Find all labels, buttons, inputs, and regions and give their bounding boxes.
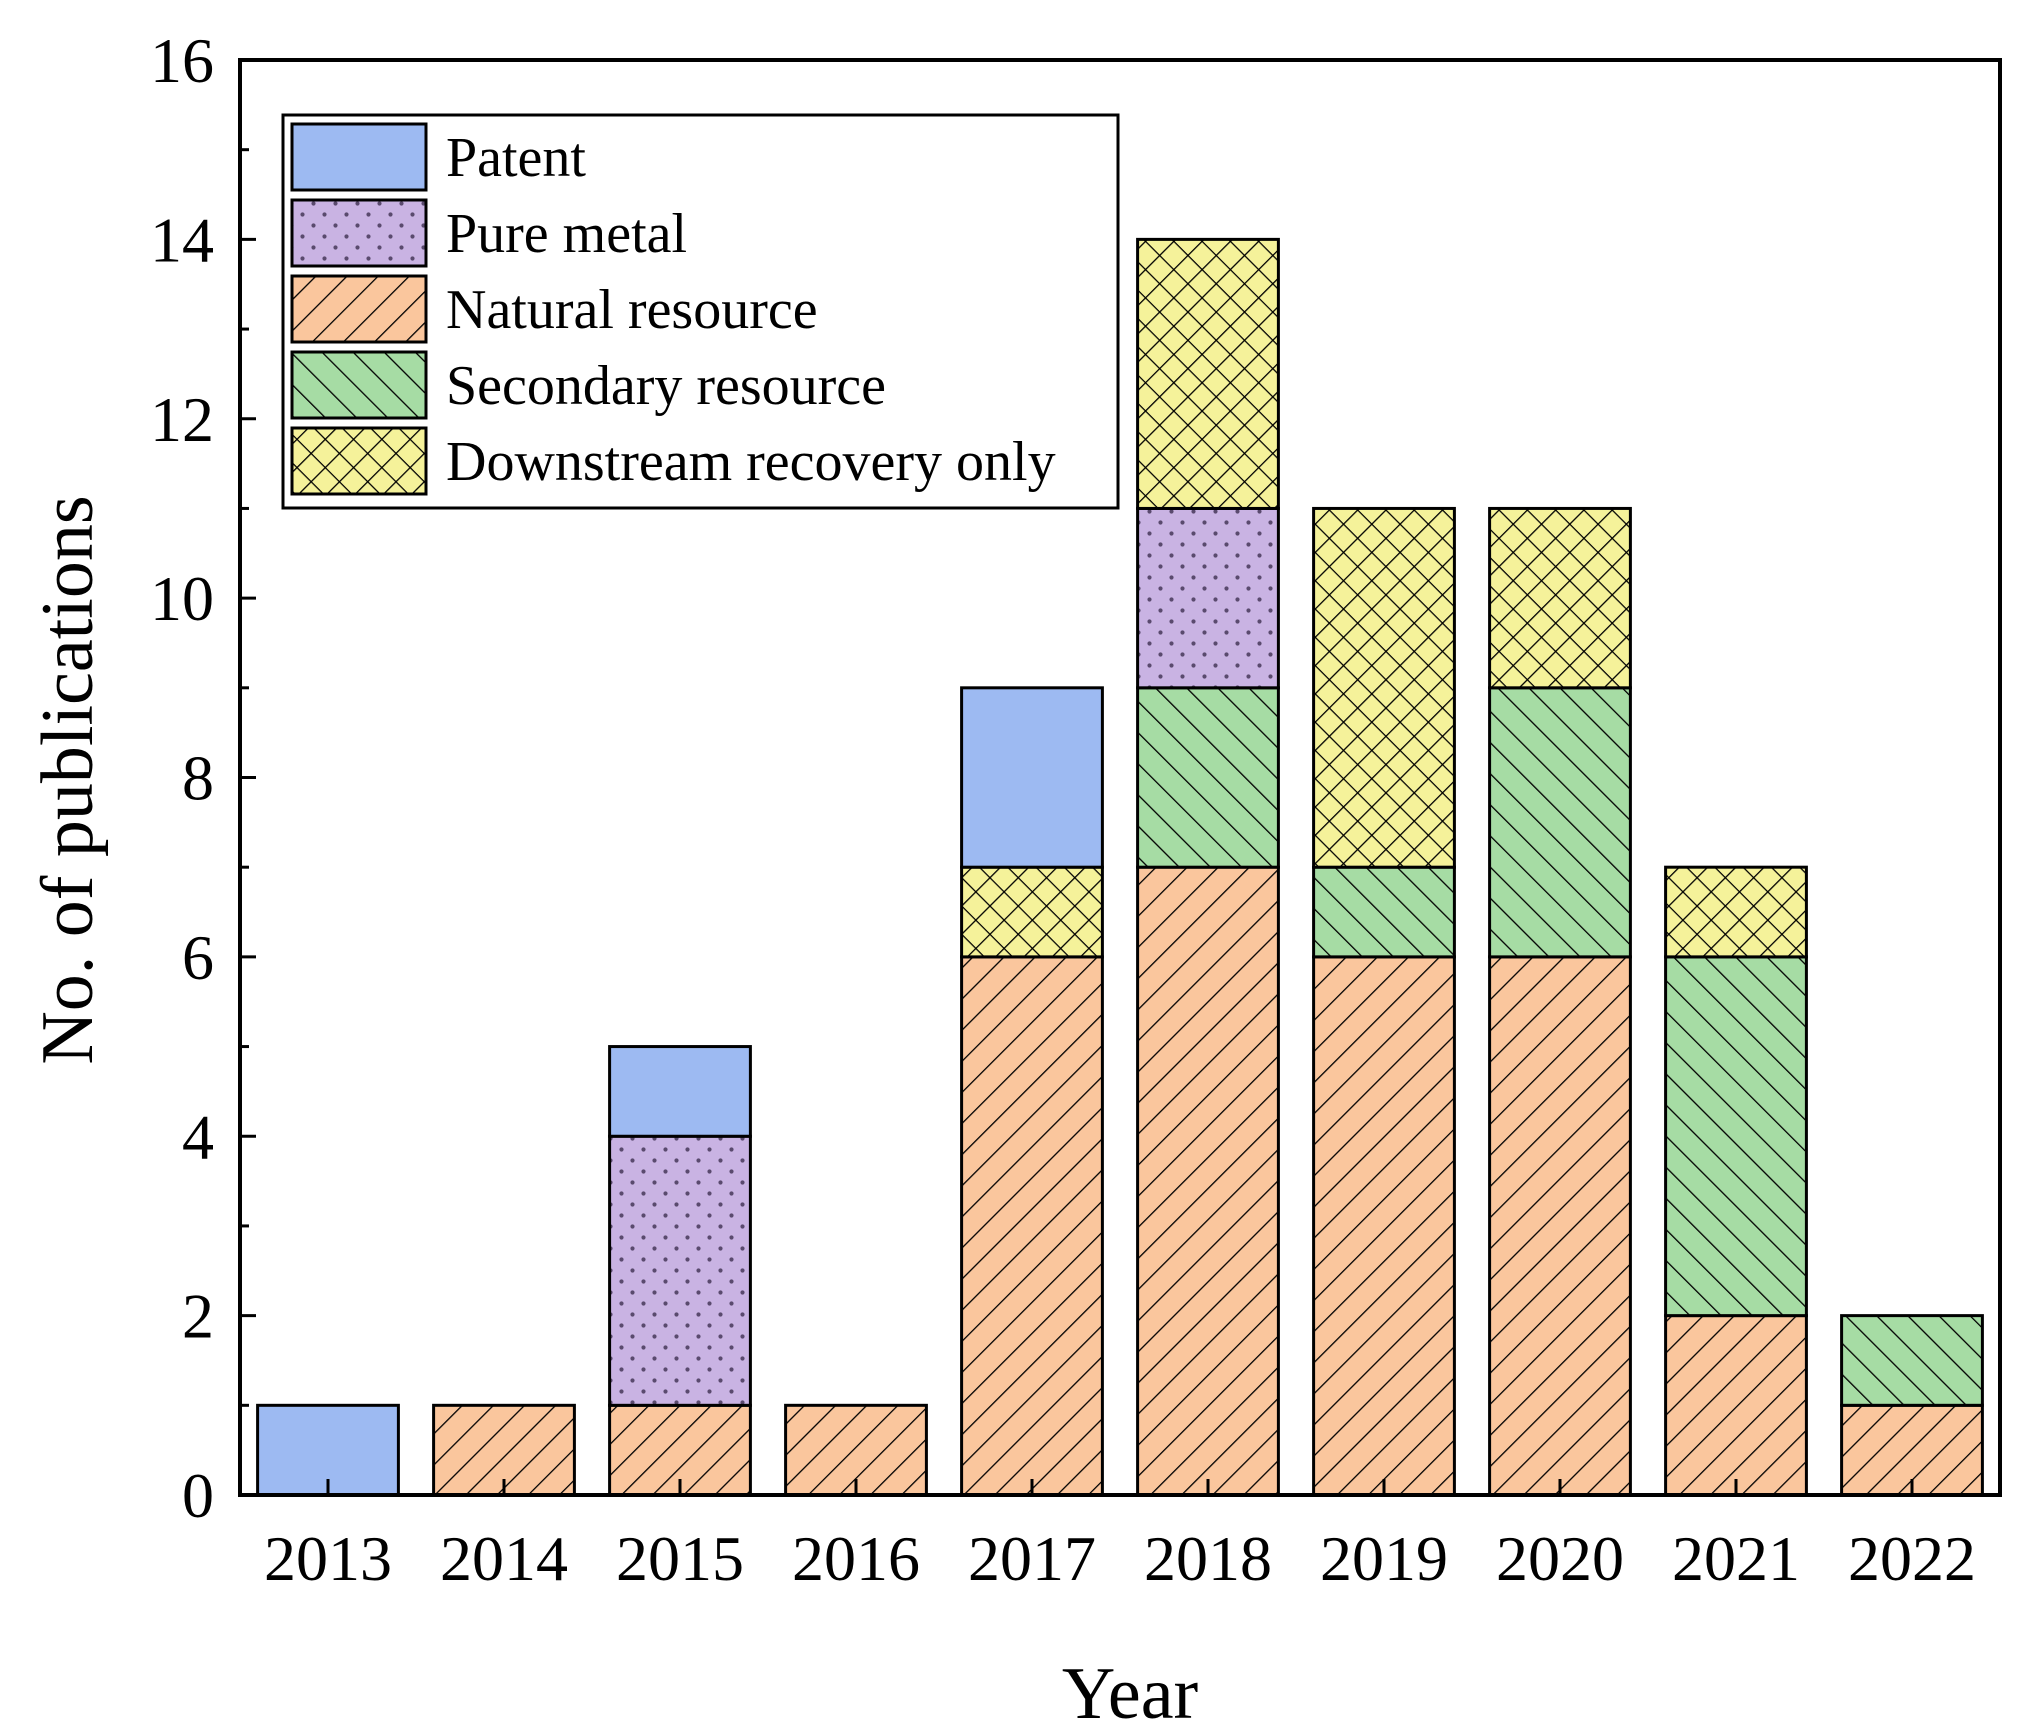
- legend-label-downstream: Downstream recovery only: [446, 431, 1056, 493]
- bar-secondary-2021: [1664, 955, 1808, 1318]
- bar-natural-2021: [1664, 1314, 1808, 1497]
- y-tick-label-6: 6: [182, 922, 214, 993]
- bar-natural-2020: [1488, 955, 1632, 1497]
- x-tick-label-2018: 2018: [1144, 1523, 1272, 1594]
- legend-label-pure: Pure metal: [446, 203, 687, 265]
- x-tick-label-2014: 2014: [440, 1523, 568, 1594]
- bar-downstream-2019: [1312, 506, 1456, 869]
- bar-patent-2015: [608, 1045, 752, 1138]
- x-axis-title: Year: [1062, 1653, 1198, 1735]
- x-tick-label-2020: 2020: [1496, 1523, 1624, 1594]
- plot-frame: [238, 58, 2002, 1497]
- y-tick-label-2: 2: [182, 1281, 214, 1352]
- bar-downstream-2017: [960, 865, 1104, 959]
- bar-patent-2017: [960, 686, 1104, 869]
- x-tick-label-2013: 2013: [264, 1523, 392, 1594]
- bar-secondary-2019: [1312, 865, 1456, 959]
- legend-swatch-patent: [290, 122, 428, 192]
- bar-downstream-2021: [1664, 865, 1808, 959]
- bar-natural-2019: [1312, 955, 1456, 1497]
- y-tick-label-4: 4: [182, 1101, 214, 1172]
- bars-layer: [256, 237, 1984, 1497]
- x-tick-label-2017: 2017: [968, 1523, 1096, 1594]
- y-tick-label-8: 8: [182, 743, 214, 814]
- y-tick-label-0: 0: [182, 1460, 214, 1531]
- bar-pure-2015: [608, 1134, 752, 1407]
- bar-natural-2018: [1136, 865, 1280, 1497]
- x-tick-label-2022: 2022: [1848, 1523, 1976, 1594]
- legend-label-secondary: Secondary resource: [446, 355, 886, 417]
- legend-swatch-secondary: [290, 350, 428, 420]
- legend-label-patent: Patent: [446, 127, 586, 189]
- y-tick-label-16: 16: [150, 25, 214, 96]
- y-tick-label-10: 10: [150, 563, 214, 634]
- ticks-layer: 0 2 4 6 8 10 12 14 16 2013 2014 2015 2016 2017 2018 201…: [150, 25, 1976, 1594]
- bar-secondary-2018: [1136, 686, 1280, 869]
- legend-swatch-natural: [290, 274, 428, 344]
- bar-secondary-2022: [1840, 1314, 1984, 1407]
- bar-pure-2018: [1136, 506, 1280, 690]
- y-tick-label-12: 12: [150, 384, 214, 455]
- y-axis-title: No. of publications: [27, 495, 109, 1064]
- x-tick-label-2016: 2016: [792, 1523, 920, 1594]
- x-tick-label-2019: 2019: [1320, 1523, 1448, 1594]
- legend: Patent Pure metal Natural resource Secondar…: [281, 113, 1120, 510]
- bar-natural-2017: [960, 955, 1104, 1497]
- legend-swatch-downstream: [290, 426, 428, 496]
- bar-downstream-2020: [1488, 506, 1632, 690]
- legend-swatch-pure: [290, 198, 428, 268]
- y-tick-label-14: 14: [150, 204, 214, 275]
- x-tick-label-2021: 2021: [1672, 1523, 1800, 1594]
- x-tick-label-2015: 2015: [616, 1523, 744, 1594]
- bar-secondary-2020: [1488, 686, 1632, 959]
- legend-label-natural: Natural resource: [446, 279, 818, 341]
- bar-downstream-2018: [1136, 237, 1280, 510]
